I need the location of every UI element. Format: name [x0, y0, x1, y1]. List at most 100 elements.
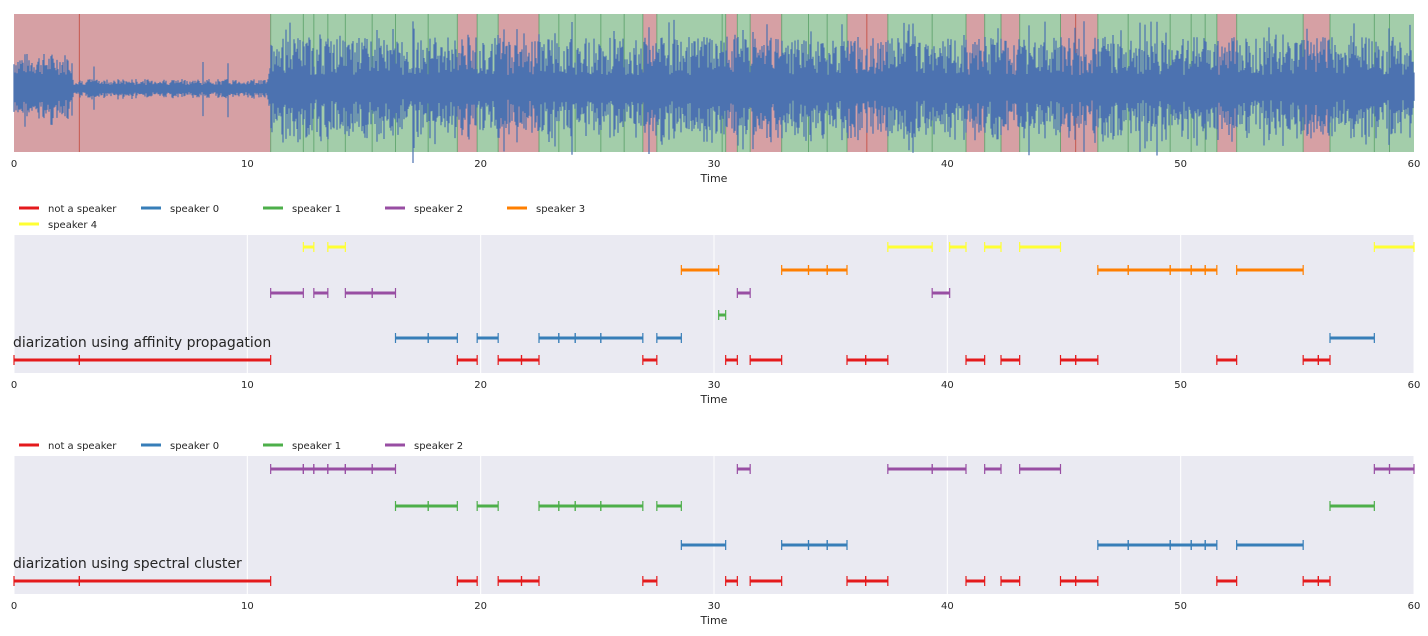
segment: [642, 576, 658, 586]
segment: [600, 501, 644, 511]
segment: [965, 576, 986, 586]
legend-label: speaker 0: [170, 204, 219, 215]
segment: [725, 355, 738, 365]
x-tick-label: 30: [708, 380, 721, 391]
spectral-legend: not a speaker speaker 0 speaker 1 speaker 2: [19, 441, 463, 452]
legend-label: speaker 2: [414, 204, 463, 215]
segment: [1019, 464, 1062, 474]
x-tick-label: 40: [941, 601, 954, 612]
affinity-propagation-panel: not a speaker speaker 0 speaker 1 speaker 2…: [11, 204, 1421, 406]
segment: [476, 333, 499, 343]
spectral-cluster-panel: not a speaker speaker 0 speaker 1 speaker 2…: [11, 441, 1421, 627]
legend-label: speaker 0: [170, 441, 219, 452]
waveform-x-axis-label: Time: [700, 172, 728, 185]
legend-label: not a speaker: [48, 441, 117, 452]
x-tick-label: 50: [1174, 601, 1187, 612]
x-tick-label: 60: [1408, 380, 1421, 391]
spectral-segments: [13, 464, 1415, 586]
segment: [371, 464, 397, 474]
segment: [327, 242, 346, 252]
legend-label: speaker 4: [48, 220, 97, 231]
x-tick-label: 60: [1408, 159, 1421, 170]
segment: [78, 576, 272, 586]
segment: [1216, 576, 1238, 586]
segment: [1019, 242, 1062, 252]
segment: [656, 333, 682, 343]
segment: [1075, 355, 1099, 365]
segment: [1329, 333, 1375, 343]
x-tick-label: 30: [708, 601, 721, 612]
x-tick-label: 60: [1408, 601, 1421, 612]
legend-label: speaker 1: [292, 204, 341, 215]
legend-label: not a speaker: [48, 204, 117, 215]
segment: [476, 501, 499, 511]
x-tick-label: 40: [941, 380, 954, 391]
waveform-panel: 0 10 20 30 40 50 60 Time: [11, 14, 1421, 185]
x-tick-label: 20: [474, 380, 487, 391]
x-tick-label: 50: [1174, 159, 1187, 170]
spectral-x-ticks: 0 10 20 30 40 50 60: [11, 601, 1421, 612]
segment: [1000, 355, 1021, 365]
segment: [600, 333, 644, 343]
legend-label: speaker 1: [292, 441, 341, 452]
segment: [1216, 355, 1238, 365]
segment: [427, 501, 458, 511]
spectral-x-axis-label: Time: [700, 614, 728, 627]
segment: [371, 288, 397, 298]
segment: [1000, 576, 1021, 586]
segment: [1317, 576, 1331, 586]
x-tick-label: 10: [241, 380, 254, 391]
segment: [1204, 265, 1218, 275]
segment: [984, 464, 1002, 474]
segment: [949, 242, 967, 252]
segment: [78, 355, 272, 365]
x-tick-label: 10: [241, 601, 254, 612]
x-tick-label: 50: [1174, 380, 1187, 391]
affinity-x-ticks: 0 10 20 30 40 50 60: [11, 380, 1421, 391]
segment: [725, 576, 738, 586]
affinity-gridlines: [13, 235, 1415, 373]
x-tick-label: 20: [474, 601, 487, 612]
segment: [456, 576, 478, 586]
segment: [302, 242, 315, 252]
segment: [313, 288, 329, 298]
x-tick-label: 0: [11, 159, 17, 170]
waveform-path: [13, 19, 1415, 163]
segment: [1388, 464, 1415, 474]
segment: [1236, 540, 1304, 550]
legend-label: speaker 3: [536, 204, 585, 215]
segment: [680, 265, 720, 275]
segment: [642, 355, 658, 365]
affinity-annotation: diarization using affinity propagation: [13, 335, 271, 351]
segment: [427, 333, 458, 343]
segment: [931, 464, 967, 474]
segment: [749, 576, 783, 586]
spectral-gridlines: [13, 456, 1415, 594]
segment: [887, 242, 933, 252]
segment: [520, 355, 540, 365]
affinity-x-axis-label: Time: [700, 393, 728, 406]
waveform-x-ticks: 0 10 20 30 40 50 60: [11, 159, 1421, 170]
segment: [965, 355, 986, 365]
segment: [931, 288, 951, 298]
segment: [1317, 355, 1331, 365]
segment: [865, 355, 889, 365]
segment: [1373, 242, 1415, 252]
x-tick-label: 20: [474, 159, 487, 170]
segment: [984, 242, 1002, 252]
segment: [656, 501, 682, 511]
segment: [456, 355, 478, 365]
segment: [826, 540, 848, 550]
segment: [826, 265, 848, 275]
segment: [736, 464, 751, 474]
legend-label: speaker 2: [414, 441, 463, 452]
segment: [680, 540, 727, 550]
segment: [736, 288, 751, 298]
segment: [1329, 501, 1375, 511]
x-tick-label: 0: [11, 380, 17, 391]
segment: [1075, 576, 1099, 586]
segment: [718, 310, 727, 320]
x-tick-label: 0: [11, 601, 17, 612]
segment: [749, 355, 783, 365]
